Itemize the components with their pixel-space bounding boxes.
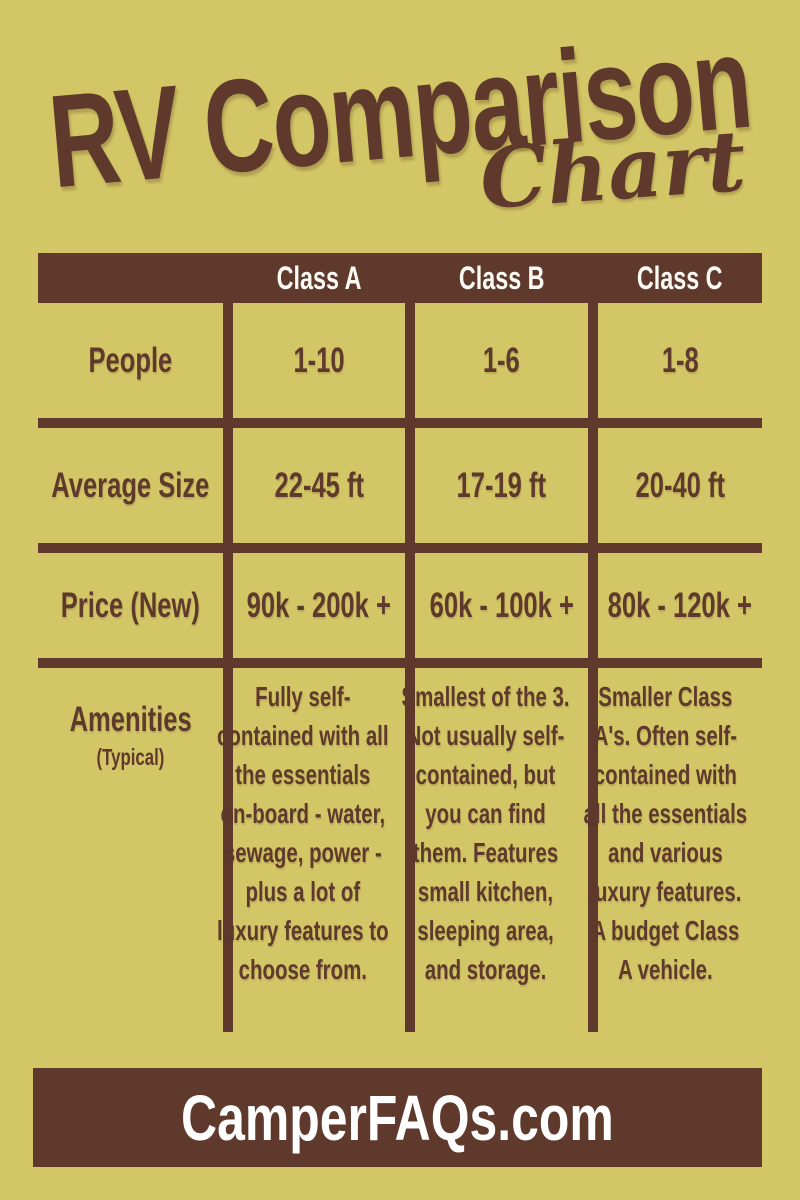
page-subtitle-script: Chart (476, 110, 749, 229)
cell-people-class-a: 1-10 (293, 340, 345, 380)
horizontal-divider-1 (38, 418, 762, 428)
horizontal-divider-3 (38, 658, 762, 668)
cell-size-class-a: 22-45 ft (274, 465, 364, 505)
row-label-people: People (88, 340, 173, 380)
column-header-class-b: Class B (458, 259, 545, 296)
cell-size-class-c: 20-40 ft (635, 465, 725, 505)
column-header-class-a: Class A (276, 259, 362, 296)
cell-people-class-b: 1-6 (483, 340, 520, 380)
cell-price-class-b: 60k - 100k + (429, 585, 574, 625)
footer-site-name: CamperFAQs.com (181, 1081, 614, 1154)
row-sublabel-typical: (Typical) (96, 744, 165, 770)
row-label-amenities: Amenities (Typical) (69, 700, 192, 770)
row-label-average-size: Average Size (51, 465, 210, 505)
footer-bar: CamperFAQs.com (33, 1068, 762, 1167)
row-label-price-new: Price (New) (60, 585, 201, 625)
horizontal-divider-2 (38, 543, 762, 553)
cell-people-class-c: 1-8 (661, 340, 699, 380)
cell-price-class-c: 80k - 120k + (607, 585, 753, 625)
cell-price-class-a: 90k - 200k + (246, 585, 392, 625)
cell-amenities-class-b: Smallest of the 3. Not usually self-cont… (401, 681, 570, 985)
cell-amenities-class-c: Smaller Class A's. Often self-contained … (583, 681, 747, 985)
cell-amenities-class-a: Fully self-contained with all the essent… (217, 681, 389, 985)
cell-size-class-b: 17-19 ft (456, 465, 547, 505)
column-header-class-c: Class C (637, 259, 723, 296)
table-header-row: Class A Class B Class C (38, 253, 762, 303)
